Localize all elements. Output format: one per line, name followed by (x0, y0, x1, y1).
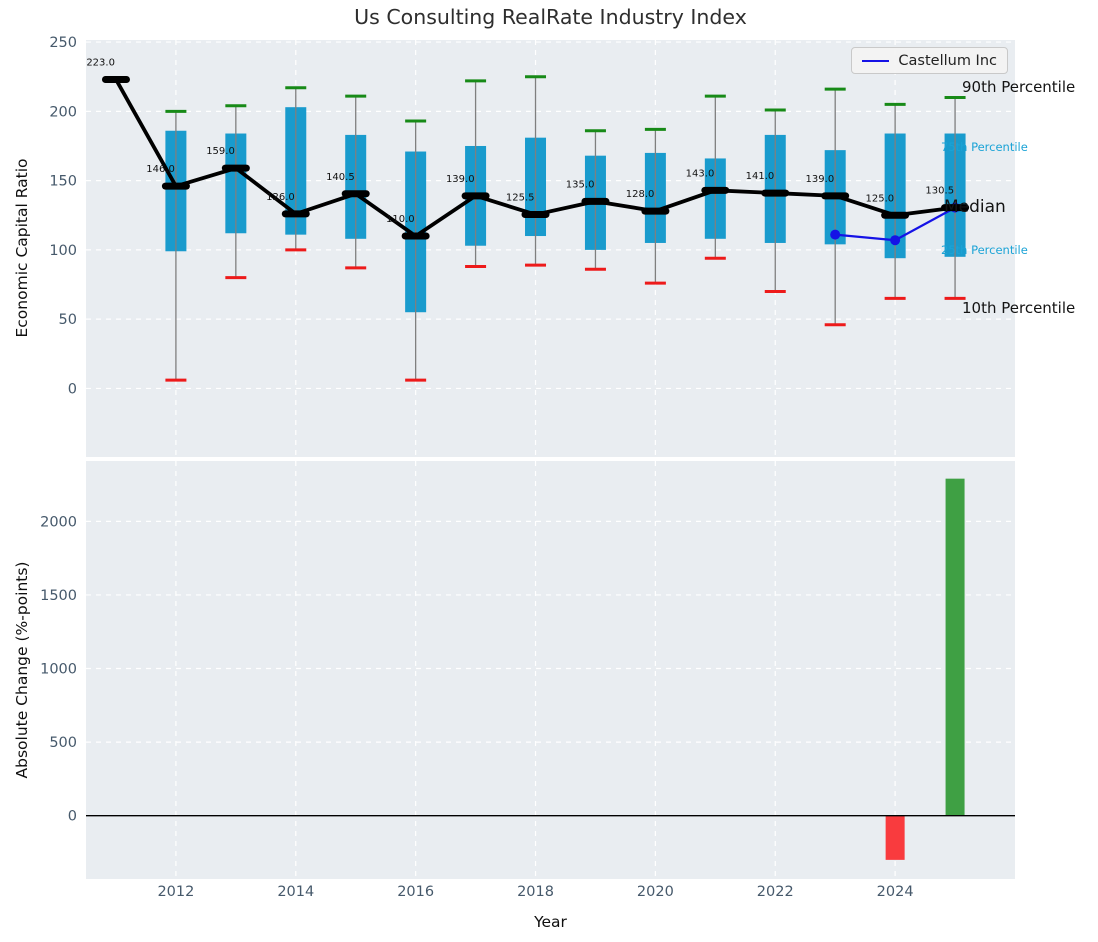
median-marker (401, 232, 430, 240)
median-marker (521, 211, 550, 219)
top-y-tick-label: 0 (68, 381, 77, 397)
median-marker (461, 192, 490, 200)
median-value-label: 143.0 (686, 168, 715, 179)
bar-positive (945, 478, 965, 816)
chart-title: Us Consulting RealRate Industry Index (354, 5, 747, 29)
x-tick-label: 2024 (877, 884, 914, 900)
x-tick-label: 2022 (757, 884, 794, 900)
median-marker (221, 164, 250, 172)
median-marker (581, 197, 610, 205)
x-tick-label: 2014 (277, 884, 314, 900)
median-value-label: 140.5 (326, 172, 355, 183)
legend: Castellum Inc (851, 47, 1008, 74)
x-tick-label: 2020 (637, 884, 674, 900)
median-value-label: 139.0 (806, 174, 835, 185)
bottom-y-tick-label: 0 (68, 809, 77, 825)
top-y-tick-label: 100 (49, 243, 77, 259)
median-marker (821, 192, 850, 200)
bottom-y-tick-label: 1000 (40, 662, 77, 678)
x-tick-label: 2012 (157, 884, 194, 900)
legend-line-sample (862, 59, 890, 62)
median-value-label: 146.0 (146, 164, 175, 175)
legend-label: Castellum Inc (898, 52, 997, 69)
median-marker (701, 186, 730, 194)
median-marker (761, 189, 790, 197)
median-value-label: 125.0 (865, 193, 894, 204)
median-marker (641, 207, 670, 215)
top-y-axis-label: Economic Capital Ratio (13, 158, 31, 338)
x-tick-label: 2018 (517, 884, 554, 900)
median-marker (101, 75, 130, 83)
annotation-median: Median (944, 197, 1006, 217)
median-value-label: 126.0 (266, 192, 295, 203)
bottom-y-axis-label: Absolute Change (%-points) (13, 561, 31, 779)
median-marker (881, 211, 910, 219)
top-y-tick-label: 50 (59, 312, 77, 328)
annotation-75th-percentile: 75th Percentile (941, 140, 1028, 154)
castellum-marker (830, 229, 841, 240)
median-value-label: 110.0 (386, 214, 415, 225)
median-value-label: 130.5 (925, 186, 954, 197)
bar-negative (885, 815, 905, 860)
annotation-90th-percentile: 90th Percentile (962, 78, 1076, 96)
x-tick-label: 2016 (397, 884, 434, 900)
top-y-tick-label: 200 (49, 104, 77, 120)
bottom-y-tick-label: 500 (49, 735, 77, 751)
top-y-tick-label: 250 (49, 35, 77, 51)
top-y-tick-label: 150 (49, 174, 77, 190)
bottom-plot-area (86, 461, 1015, 879)
median-marker (341, 190, 370, 198)
median-value-label: 128.0 (626, 189, 655, 200)
castellum-marker (890, 235, 901, 246)
median-value-label: 159.0 (206, 146, 235, 157)
median-value-label: 125.5 (506, 193, 535, 204)
median-value-label: 223.0 (86, 57, 115, 68)
median-value-label: 139.0 (446, 174, 475, 185)
median-marker (161, 182, 190, 190)
median-marker (941, 204, 970, 212)
bottom-y-tick-label: 2000 (40, 514, 77, 530)
median-marker (281, 210, 310, 218)
x-axis-label: Year (534, 913, 567, 931)
bottom-y-tick-label: 1500 (40, 588, 77, 604)
median-value-label: 135.0 (566, 179, 595, 190)
annotation-10th-percentile: 10th Percentile (962, 299, 1076, 317)
median-value-label: 141.0 (746, 171, 775, 182)
annotation-25th-percentile: 25th Percentile (941, 243, 1028, 257)
top-plot-area (86, 40, 1015, 457)
